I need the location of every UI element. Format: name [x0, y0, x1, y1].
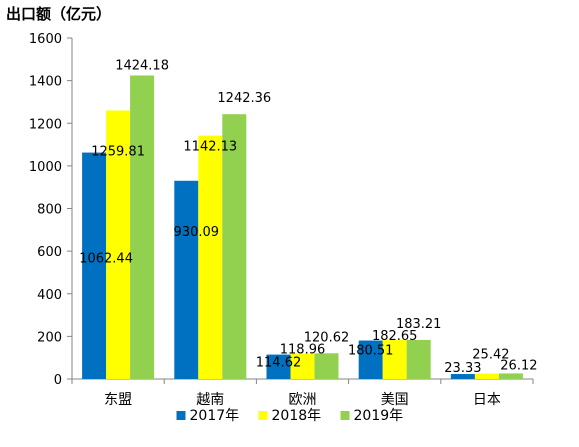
bar-2019年-东盟: [130, 75, 155, 380]
bar-2019年-美国: [406, 339, 431, 379]
data-label: 25.42: [472, 348, 509, 363]
y-tick-label: 0: [54, 373, 62, 388]
y-tick-label: 1200: [29, 117, 62, 132]
data-label: 118.96: [280, 343, 326, 358]
data-label: 930.09: [174, 225, 220, 240]
y-tick-label: 800: [37, 203, 62, 218]
x-category-label: 东盟: [104, 392, 132, 408]
bar-2017年-东盟: [82, 152, 107, 379]
bar-2017年-美国: [358, 340, 383, 379]
legend-swatch-2018年: [258, 411, 268, 420]
data-label: 114.62: [256, 356, 302, 371]
data-label: 26.12: [500, 358, 537, 373]
x-category-label: 日本: [473, 392, 501, 408]
bar-2018年-越南: [198, 135, 223, 379]
bar-2019年-日本: [498, 373, 523, 379]
data-label: 23.33: [444, 361, 481, 376]
y-tick-label: 1400: [29, 75, 62, 90]
data-label: 1259.81: [91, 145, 145, 160]
data-label: 182.65: [372, 329, 418, 344]
data-label: 1142.13: [183, 140, 237, 155]
bar-2017年-日本: [450, 374, 475, 379]
legend-label: 2017年: [190, 408, 240, 424]
legend-swatch-2017年: [176, 411, 186, 420]
bar-2019年-越南: [222, 114, 247, 380]
x-category-label: 美国: [381, 392, 409, 408]
bars: [82, 75, 523, 380]
bar-2017年-越南: [174, 180, 199, 379]
bar-2018年-欧洲: [290, 353, 315, 379]
x-category-label: 欧洲: [289, 392, 317, 408]
bar-2017年-欧洲: [266, 354, 291, 379]
data-label: 183.21: [396, 317, 442, 332]
y-tick-label: 400: [37, 288, 62, 303]
bar-2018年-日本: [474, 373, 499, 379]
y-tick-label: 1600: [29, 32, 62, 47]
x-category-label: 越南: [196, 392, 224, 408]
legend-label: 2019年: [354, 408, 404, 424]
axes: 0 200 400 600 800 1000 1200 1400 1600 东盟 越南 欧洲 美国 日本: [29, 32, 534, 408]
y-tick-label: 600: [37, 245, 62, 260]
data-labels: 1062.44 930.09 114.62 180.51 23.33 1259.81 114…: [79, 58, 537, 376]
y-tick-label: 200: [37, 330, 62, 345]
data-label: 120.62: [304, 330, 350, 345]
legend-swatch-2019年: [340, 411, 350, 420]
legend: 2017年 2018年 2019年: [176, 408, 404, 424]
y-axis-title: 出口额（亿元）: [6, 5, 111, 23]
data-label: 1424.18: [115, 58, 169, 73]
data-label: 1062.44: [79, 252, 133, 267]
bar-2019年-欧洲: [314, 353, 339, 379]
y-tick-label: 1000: [29, 160, 62, 175]
legend-label: 2018年: [272, 408, 322, 424]
data-label: 180.51: [348, 344, 394, 359]
data-label: 1242.36: [217, 91, 271, 106]
bar-2018年-东盟: [106, 110, 131, 379]
bar-2018年-美国: [382, 340, 407, 379]
